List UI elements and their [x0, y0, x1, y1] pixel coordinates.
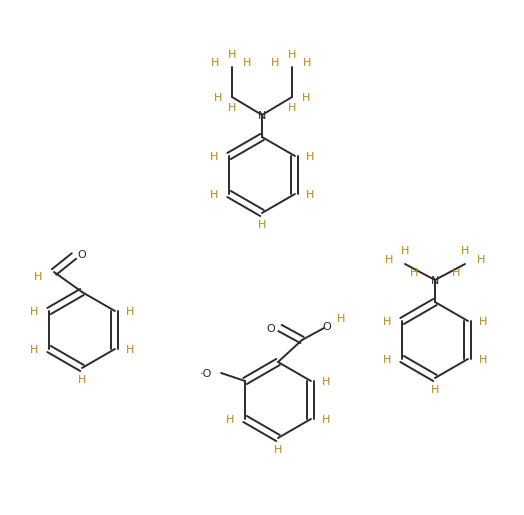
Text: H: H: [303, 58, 311, 68]
Text: H: H: [34, 272, 42, 282]
Text: H: H: [383, 355, 391, 365]
Text: H: H: [288, 50, 296, 60]
Text: N: N: [258, 111, 266, 121]
Text: H: H: [30, 307, 38, 317]
Text: ·O: ·O: [200, 369, 212, 379]
Text: H: H: [410, 268, 418, 278]
Text: H: H: [479, 317, 487, 327]
Text: H: H: [126, 345, 134, 355]
Text: H: H: [270, 58, 279, 68]
Text: H: H: [274, 445, 282, 455]
Text: H: H: [306, 190, 314, 200]
Text: H: H: [431, 385, 439, 395]
Text: H: H: [322, 377, 330, 387]
Text: H: H: [210, 152, 218, 162]
Text: N: N: [431, 276, 439, 286]
Text: O: O: [267, 324, 276, 334]
Text: H: H: [78, 375, 86, 385]
Text: H: H: [477, 255, 485, 265]
Text: H: H: [211, 58, 219, 68]
Text: H: H: [322, 415, 330, 425]
Text: H: H: [383, 317, 391, 327]
Text: H: H: [258, 220, 266, 230]
Text: H: H: [126, 307, 134, 317]
Text: H: H: [302, 93, 310, 103]
Text: H: H: [337, 314, 345, 324]
Text: H: H: [243, 58, 252, 68]
Text: H: H: [228, 103, 236, 113]
Text: H: H: [385, 255, 393, 265]
Text: H: H: [214, 93, 222, 103]
Text: H: H: [461, 246, 469, 256]
Text: H: H: [210, 190, 218, 200]
Text: H: H: [228, 50, 236, 60]
Text: O: O: [78, 250, 86, 260]
Text: H: H: [288, 103, 296, 113]
Text: H: H: [226, 415, 234, 425]
Text: H: H: [30, 345, 38, 355]
Text: O: O: [323, 322, 331, 332]
Text: H: H: [452, 268, 460, 278]
Text: H: H: [479, 355, 487, 365]
Text: H: H: [306, 152, 314, 162]
Text: H: H: [401, 246, 409, 256]
